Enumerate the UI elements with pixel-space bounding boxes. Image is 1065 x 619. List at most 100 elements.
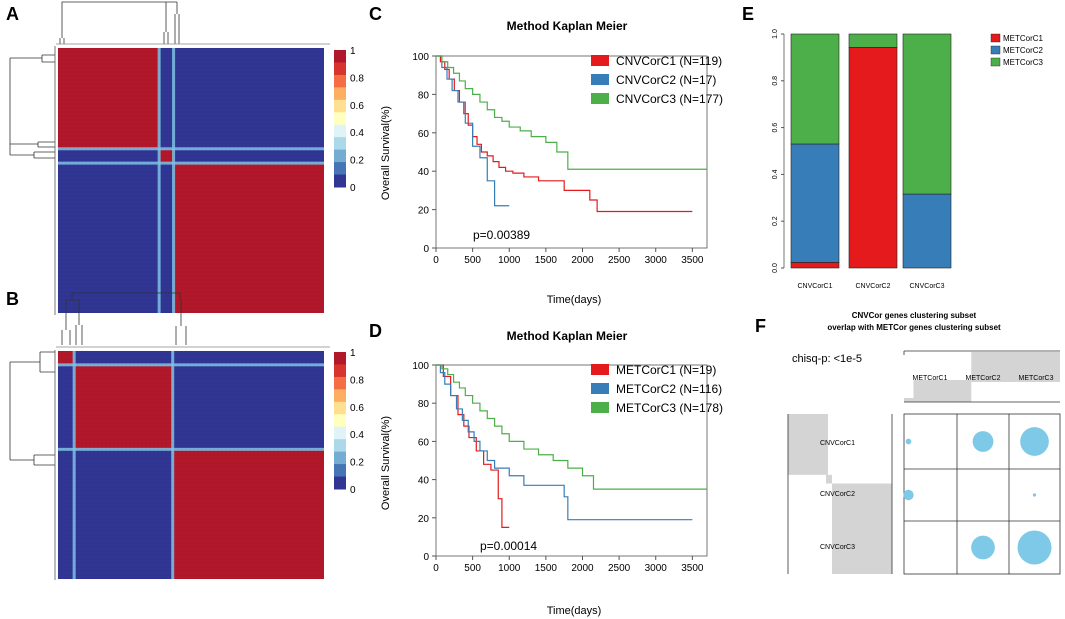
heatmap-grid — [57, 47, 324, 313]
heatmap-separator-row — [58, 363, 324, 367]
legend-swatch — [591, 55, 609, 66]
legend-label: METCorC1 — [1003, 34, 1044, 43]
bar-segment-CNVCorC1-METCorC3 — [790, 33, 840, 145]
overlap-title-line-2: overlap with METCor genes clustering sub… — [827, 323, 1001, 332]
legend-label: CNVCorC3 (N=177) — [616, 92, 723, 106]
heatmap-separator-col — [172, 48, 176, 313]
chisq-statistic: chisq-p: <1e-5 — [792, 353, 862, 365]
survival-curve-2 — [436, 55, 510, 207]
heatmap-separator-row — [58, 161, 324, 165]
x-tick-label: 1000 — [498, 563, 521, 574]
bar-segment-CNVCorC2-METCorC1 — [848, 47, 898, 269]
x-tick-label: CNVCorC3 — [909, 283, 944, 290]
y-tick-label: 80 — [418, 90, 430, 101]
heatmap-grid — [57, 350, 324, 580]
row-label: CNVCorC1 — [820, 440, 855, 447]
survival-curve-3 — [436, 55, 707, 170]
legend-swatch — [334, 174, 346, 188]
x-tick-label: 1500 — [535, 255, 558, 266]
y-tick-label: 0.4 — [772, 169, 779, 179]
legend-swatch — [591, 93, 609, 104]
row-size-bar-2 — [826, 474, 832, 484]
legend-swatch — [990, 33, 1001, 43]
y-tick-label: 60 — [418, 129, 430, 140]
chart-legend: CNVCorC1 (N=119) CNVCorC2 (N=17) CNVCorC3 … — [591, 54, 723, 106]
chart-title: Method Kaplan Meier — [507, 19, 628, 33]
row-dendrogram — [9, 350, 56, 580]
kaplan-meier-plot-d: Method Kaplan Meier Time(days) Overall S… — [380, 329, 723, 617]
bar-segment-CNVCorC1-METCorC2 — [790, 143, 840, 263]
legend-swatch — [334, 124, 346, 138]
x-tick-label: 2500 — [608, 255, 631, 266]
legend-swatch — [334, 62, 346, 76]
legend-swatch — [334, 87, 346, 101]
column-size-bar-1 — [904, 398, 914, 402]
legend-swatch — [591, 364, 609, 375]
legend-swatch — [334, 426, 346, 440]
y-tick-label: 40 — [418, 167, 430, 178]
x-tick-label: 1500 — [535, 563, 558, 574]
y-tick-label: 0 — [423, 552, 429, 563]
heatmap-block-3 — [172, 449, 324, 579]
legend-swatch — [334, 50, 346, 63]
y-axis-label: Overall Survival(%) — [380, 106, 392, 200]
legend-swatch — [990, 45, 1001, 55]
row-size-bar-1 — [788, 414, 828, 475]
heatmap-block-2 — [159, 148, 174, 164]
row-dendrogram — [9, 46, 56, 315]
heatmap-separator-row — [58, 147, 324, 151]
column-label: METCorC1 — [912, 375, 947, 382]
legend-swatch — [334, 464, 346, 478]
y-tick-label: 80 — [418, 399, 430, 410]
legend-swatch — [334, 476, 346, 490]
legend-swatch — [334, 112, 346, 126]
consensus-heatmap-b: 1 0.8 0.6 0.4 0.2 0 — [9, 292, 364, 580]
chart-legend: METCorC1 (N=19) METCorC2 (N=116) METCorC3 … — [591, 363, 723, 415]
x-axis-label: Time(days) — [547, 605, 602, 617]
overlap-bubble-r1-c3 — [1020, 427, 1049, 456]
x-tick-label: 0 — [433, 255, 439, 266]
overlap-bubble-r2-c1 — [903, 489, 914, 501]
survival-curve-1 — [436, 55, 693, 213]
heatmap-separator-col — [171, 351, 175, 579]
chart-legend: METCorC1 METCorC2 METCorC3 — [990, 33, 1044, 67]
legend-swatch — [334, 137, 346, 151]
legend-tick-label: 0.8 — [350, 375, 364, 386]
heatmap-block-2 — [74, 364, 173, 450]
x-tick-label: 1000 — [498, 255, 521, 266]
y-tick-label: 0 — [423, 244, 429, 255]
legend-swatch — [334, 364, 346, 378]
x-tick-label: CNVCorC1 — [797, 283, 832, 290]
x-tick-label: CNVCorC2 — [855, 283, 890, 290]
legend-tick-label: 0.6 — [350, 403, 364, 414]
y-tick-label: 100 — [412, 52, 429, 63]
plot-frame — [435, 364, 708, 557]
x-axis-label: Time(days) — [547, 294, 602, 306]
y-tick-label: 0.6 — [772, 123, 779, 133]
row-label: CNVCorC3 — [820, 544, 855, 551]
legend-swatch — [591, 383, 609, 394]
y-tick-label: 20 — [418, 206, 430, 217]
legend-label: METCorC2 — [1003, 46, 1044, 55]
legend-swatch — [334, 99, 346, 113]
legend-swatch — [334, 451, 346, 465]
consensus-heatmap-a: 1 0.8 0.6 0.4 0.2 0 — [9, 1, 364, 315]
overlap-title-line-1: CNVCor genes clustering subset — [852, 311, 977, 320]
x-tick-label: 500 — [464, 255, 481, 266]
panel-label-c: C — [369, 4, 382, 24]
p-value: p=0.00389 — [473, 228, 530, 242]
survival-curve-3 — [436, 364, 707, 490]
survival-curve-1 — [436, 364, 510, 528]
legend-tick-label: 0.4 — [350, 430, 364, 441]
cluster-overlap-plot-f: CNVCor genes clustering subset overlap w… — [787, 311, 1061, 575]
heatmap-block-3 — [173, 163, 324, 313]
p-value: p=0.00014 — [480, 539, 537, 553]
y-tick-label: 40 — [418, 476, 430, 487]
heatmap-block-1 — [58, 48, 160, 149]
x-tick-label: 2500 — [608, 563, 631, 574]
legend-label: METCorC1 (N=19) — [616, 363, 716, 377]
kaplan-meier-plot-c: Method Kaplan Meier Time(days) Overall S… — [380, 19, 723, 306]
legend-label: METCorC3 (N=178) — [616, 401, 723, 415]
y-axis-label: Overall Survival(%) — [380, 416, 392, 510]
